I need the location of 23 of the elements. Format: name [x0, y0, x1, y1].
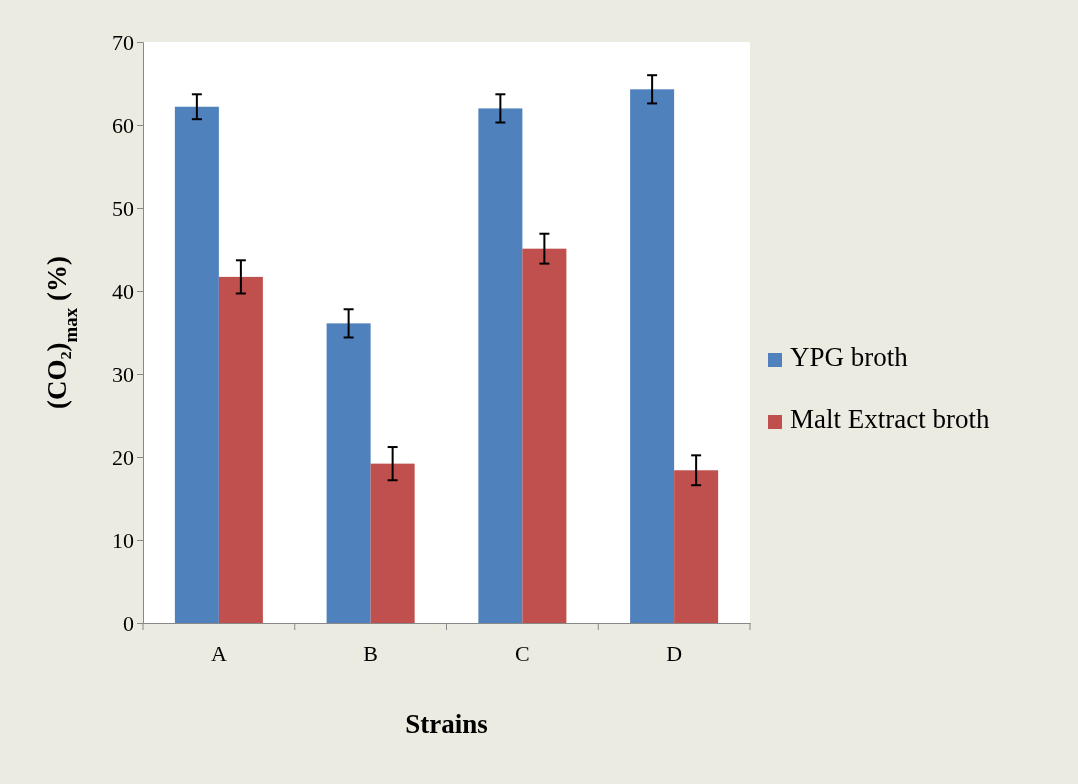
x-tick-label: C — [515, 640, 530, 666]
bar — [370, 463, 415, 623]
bar — [218, 276, 263, 623]
bar — [326, 323, 371, 623]
bar — [674, 470, 719, 623]
x-axis-title: Strains — [405, 709, 488, 739]
y-tick-label: 70 — [112, 29, 134, 55]
y-tick-label: 50 — [112, 195, 134, 221]
legend-label: Malt Extract broth — [790, 404, 990, 434]
bar — [478, 108, 523, 623]
y-tick-label: 10 — [112, 527, 134, 553]
y-tick-label: 30 — [112, 361, 134, 387]
y-tick-label: 20 — [112, 444, 134, 470]
y-tick-label: 60 — [112, 112, 134, 138]
y-tick-label: 40 — [112, 278, 134, 304]
x-tick-label: B — [363, 640, 378, 666]
bar — [630, 89, 675, 623]
x-tick-label: D — [666, 640, 683, 666]
x-tick-label: A — [210, 640, 227, 666]
bar — [174, 106, 219, 623]
legend-label: YPG broth — [790, 342, 909, 372]
y-tick-label: 0 — [123, 610, 134, 636]
bar — [522, 248, 567, 623]
